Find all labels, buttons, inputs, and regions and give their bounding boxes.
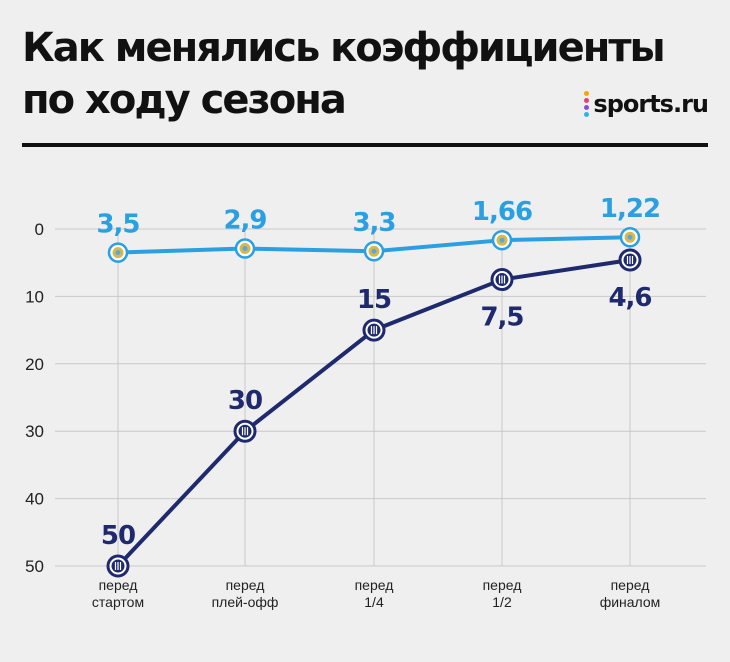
city-marker-center [499,237,505,243]
inter-crest-icon [233,419,257,443]
title-line-1: Как менялись коэффициенты [22,25,666,71]
inter-data-label: 7,5 [480,303,523,333]
inter-data-label: 50 [101,521,135,551]
city-data-label: 2,9 [223,206,266,236]
y-tick-label: 20 [25,355,44,374]
city-marker-center [242,246,248,252]
x-tick-label-line: стартом [92,594,144,610]
x-tick-label-line: 1/2 [492,594,512,610]
manchester-city-crest-icon [234,238,256,259]
inter-crest-icon [106,554,130,578]
inter-crest-icon [362,318,386,342]
y-tick-label: 10 [25,287,44,306]
page-title: Как менялись коэффициенты по ходу сезона [22,22,666,126]
x-tick-label: перед финалом [600,577,661,610]
x-tick-label-line: финалом [600,594,661,610]
manchester-city-crest-icon [363,240,385,262]
y-tick-label: 30 [25,422,44,441]
x-tick-label: перед 1/2 [483,577,522,610]
city-data-label: 1,66 [472,197,532,227]
x-tick-label: перед стартом [92,577,144,610]
city-marker-center [371,248,377,254]
logo-dot [584,98,590,103]
x-tick-label-line: перед [226,577,265,593]
logo-dot [584,112,590,117]
x-tick-label-line: плей-офф [212,594,279,610]
y-tick-label: 40 [25,490,44,509]
logo-text: sports.ru [593,90,709,118]
city-marker-center [627,234,633,240]
header-divider [22,143,708,147]
sports-ru-logo: sports.ru [584,90,709,118]
x-tick-label-line: перед [99,577,138,593]
inter-data-label: 30 [228,386,262,416]
x-tick-label: перед плей-офф [212,577,279,610]
x-tick-label-line: перед [611,577,650,593]
manchester-city-crest-icon [619,226,641,248]
y-tick-label: 0 [35,220,44,239]
x-tick-label-line: перед [355,577,394,593]
inter-crest-icon [618,248,642,272]
x-tick-label-line: 1/4 [364,594,384,610]
logo-dot [584,105,590,110]
inter-crest-icon [490,268,514,292]
logo-dots-icon [584,91,590,117]
city-data-label: 1,22 [600,194,660,224]
city-marker-center [115,250,121,256]
title-line-2: по ходу сезона [22,77,347,123]
manchester-city-crest-icon [491,229,513,251]
y-tick-label: 50 [25,557,44,576]
city-data-label: 3,5 [96,210,139,240]
x-tick-label: перед 1/4 [355,577,394,610]
city-data-label: 3,3 [352,208,395,238]
logo-dot [584,91,590,96]
x-tick-label-line: перед [483,577,522,593]
manchester-city-crest-icon [107,242,129,263]
inter-data-label: 4,6 [608,283,651,313]
inter-data-label: 15 [357,285,391,315]
